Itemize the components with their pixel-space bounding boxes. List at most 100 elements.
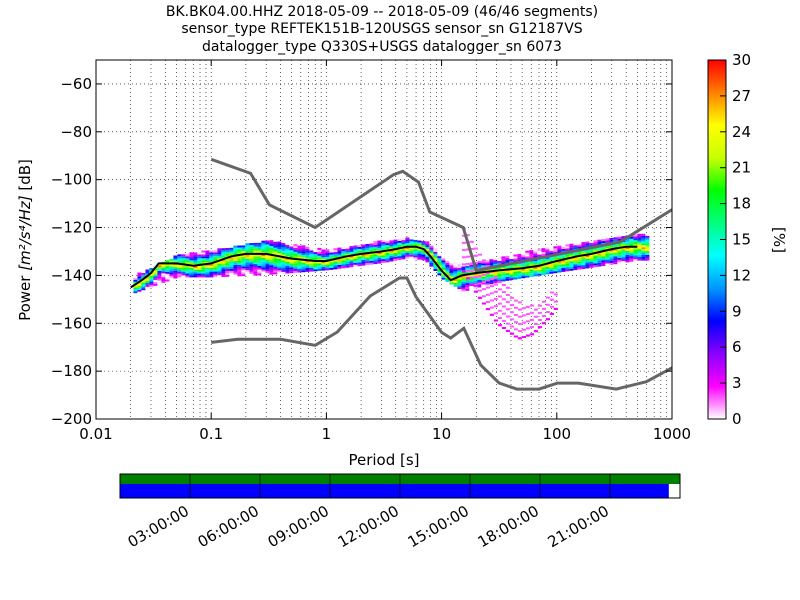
density-cell bbox=[601, 246, 606, 249]
timeline-tick-label: 15:00:00 bbox=[405, 502, 472, 551]
density-cell bbox=[461, 276, 466, 279]
density-cell bbox=[181, 258, 186, 261]
density-cell bbox=[225, 248, 230, 250]
density-cell bbox=[249, 250, 254, 253]
density-cell bbox=[625, 252, 630, 255]
density-cell bbox=[593, 247, 598, 250]
density-cell bbox=[297, 251, 302, 254]
density-cell bbox=[249, 256, 254, 259]
outlier-cell bbox=[521, 321, 526, 324]
density-cell bbox=[229, 265, 234, 267]
density-cell bbox=[281, 271, 286, 274]
outlier-cell bbox=[521, 336, 526, 338]
outlier-cell bbox=[461, 249, 466, 252]
density-cell bbox=[457, 266, 462, 269]
density-cell bbox=[589, 250, 594, 253]
density-cell bbox=[297, 262, 302, 265]
density-cell bbox=[469, 274, 474, 277]
density-cell bbox=[429, 259, 434, 261]
density-cell bbox=[373, 252, 378, 255]
density-cell bbox=[545, 253, 550, 256]
density-cell bbox=[197, 273, 202, 276]
density-cell bbox=[305, 264, 310, 267]
density-cell bbox=[401, 257, 406, 260]
outlier-cell bbox=[469, 262, 474, 265]
density-cell bbox=[549, 250, 554, 253]
density-cell bbox=[361, 250, 366, 253]
density-cell bbox=[289, 263, 294, 266]
density-cell bbox=[409, 247, 414, 249]
density-cell bbox=[573, 264, 578, 267]
density-cell bbox=[241, 260, 246, 263]
density-cell bbox=[449, 280, 454, 283]
density-cell bbox=[381, 257, 386, 260]
outlier-cell bbox=[497, 302, 502, 305]
density-cell bbox=[241, 262, 246, 265]
density-cell bbox=[205, 260, 210, 263]
density-cell bbox=[581, 242, 586, 245]
density-cell bbox=[457, 285, 462, 288]
density-cell bbox=[189, 275, 194, 278]
density-cell bbox=[441, 266, 446, 269]
density-cell bbox=[317, 255, 322, 258]
density-cell bbox=[465, 265, 470, 268]
density-cell bbox=[249, 269, 254, 272]
density-cell bbox=[273, 268, 278, 271]
colorbar-tick-label: 27 bbox=[732, 87, 751, 105]
density-cell bbox=[293, 268, 298, 271]
density-cell bbox=[349, 261, 354, 264]
outlier-cell bbox=[493, 319, 498, 322]
density-cell bbox=[641, 249, 646, 252]
density-cell bbox=[569, 247, 574, 250]
density-cell bbox=[541, 250, 546, 253]
density-cell bbox=[249, 258, 254, 261]
density-cell bbox=[433, 259, 438, 262]
timeline-tick-label: 06:00:00 bbox=[195, 502, 262, 551]
density-cell bbox=[441, 262, 446, 265]
density-cell bbox=[437, 254, 442, 257]
density-cell bbox=[541, 269, 546, 272]
density-cell bbox=[309, 246, 314, 249]
density-cell bbox=[645, 252, 650, 255]
density-cell bbox=[241, 254, 246, 257]
density-cell bbox=[173, 274, 178, 277]
density-cell bbox=[249, 271, 254, 274]
density-cell bbox=[329, 254, 334, 257]
density-cell bbox=[361, 254, 366, 257]
density-cell bbox=[501, 258, 506, 261]
density-cell bbox=[385, 241, 390, 244]
outlier-cell bbox=[481, 288, 486, 291]
density-cell bbox=[253, 271, 258, 274]
density-cell bbox=[145, 281, 150, 283]
density-cell bbox=[617, 248, 622, 251]
density-cell bbox=[621, 253, 626, 256]
density-cell bbox=[313, 269, 318, 272]
density-cell bbox=[617, 255, 622, 258]
density-cell bbox=[353, 251, 358, 254]
density-cell bbox=[637, 237, 642, 240]
density-cell bbox=[537, 262, 542, 265]
density-cell bbox=[173, 268, 178, 271]
density-cell bbox=[521, 253, 526, 256]
density-cell bbox=[157, 282, 162, 285]
density-cell bbox=[389, 244, 394, 247]
density-cell bbox=[457, 264, 462, 267]
density-cell bbox=[337, 251, 342, 254]
density-cell bbox=[213, 269, 218, 272]
density-cell bbox=[629, 244, 634, 247]
coverage-bar-bottom bbox=[120, 484, 669, 498]
density-cell bbox=[397, 242, 402, 245]
density-cell bbox=[177, 258, 182, 261]
density-cell bbox=[261, 244, 266, 247]
density-cell bbox=[221, 248, 226, 251]
density-cell bbox=[241, 274, 246, 277]
density-cell bbox=[397, 244, 402, 247]
density-cell bbox=[137, 276, 142, 279]
outlier-cell bbox=[489, 292, 494, 295]
density-cell bbox=[329, 264, 334, 266]
density-cell bbox=[293, 263, 298, 266]
density-cell bbox=[153, 272, 158, 275]
density-cell bbox=[417, 257, 422, 260]
density-cell bbox=[357, 264, 362, 267]
